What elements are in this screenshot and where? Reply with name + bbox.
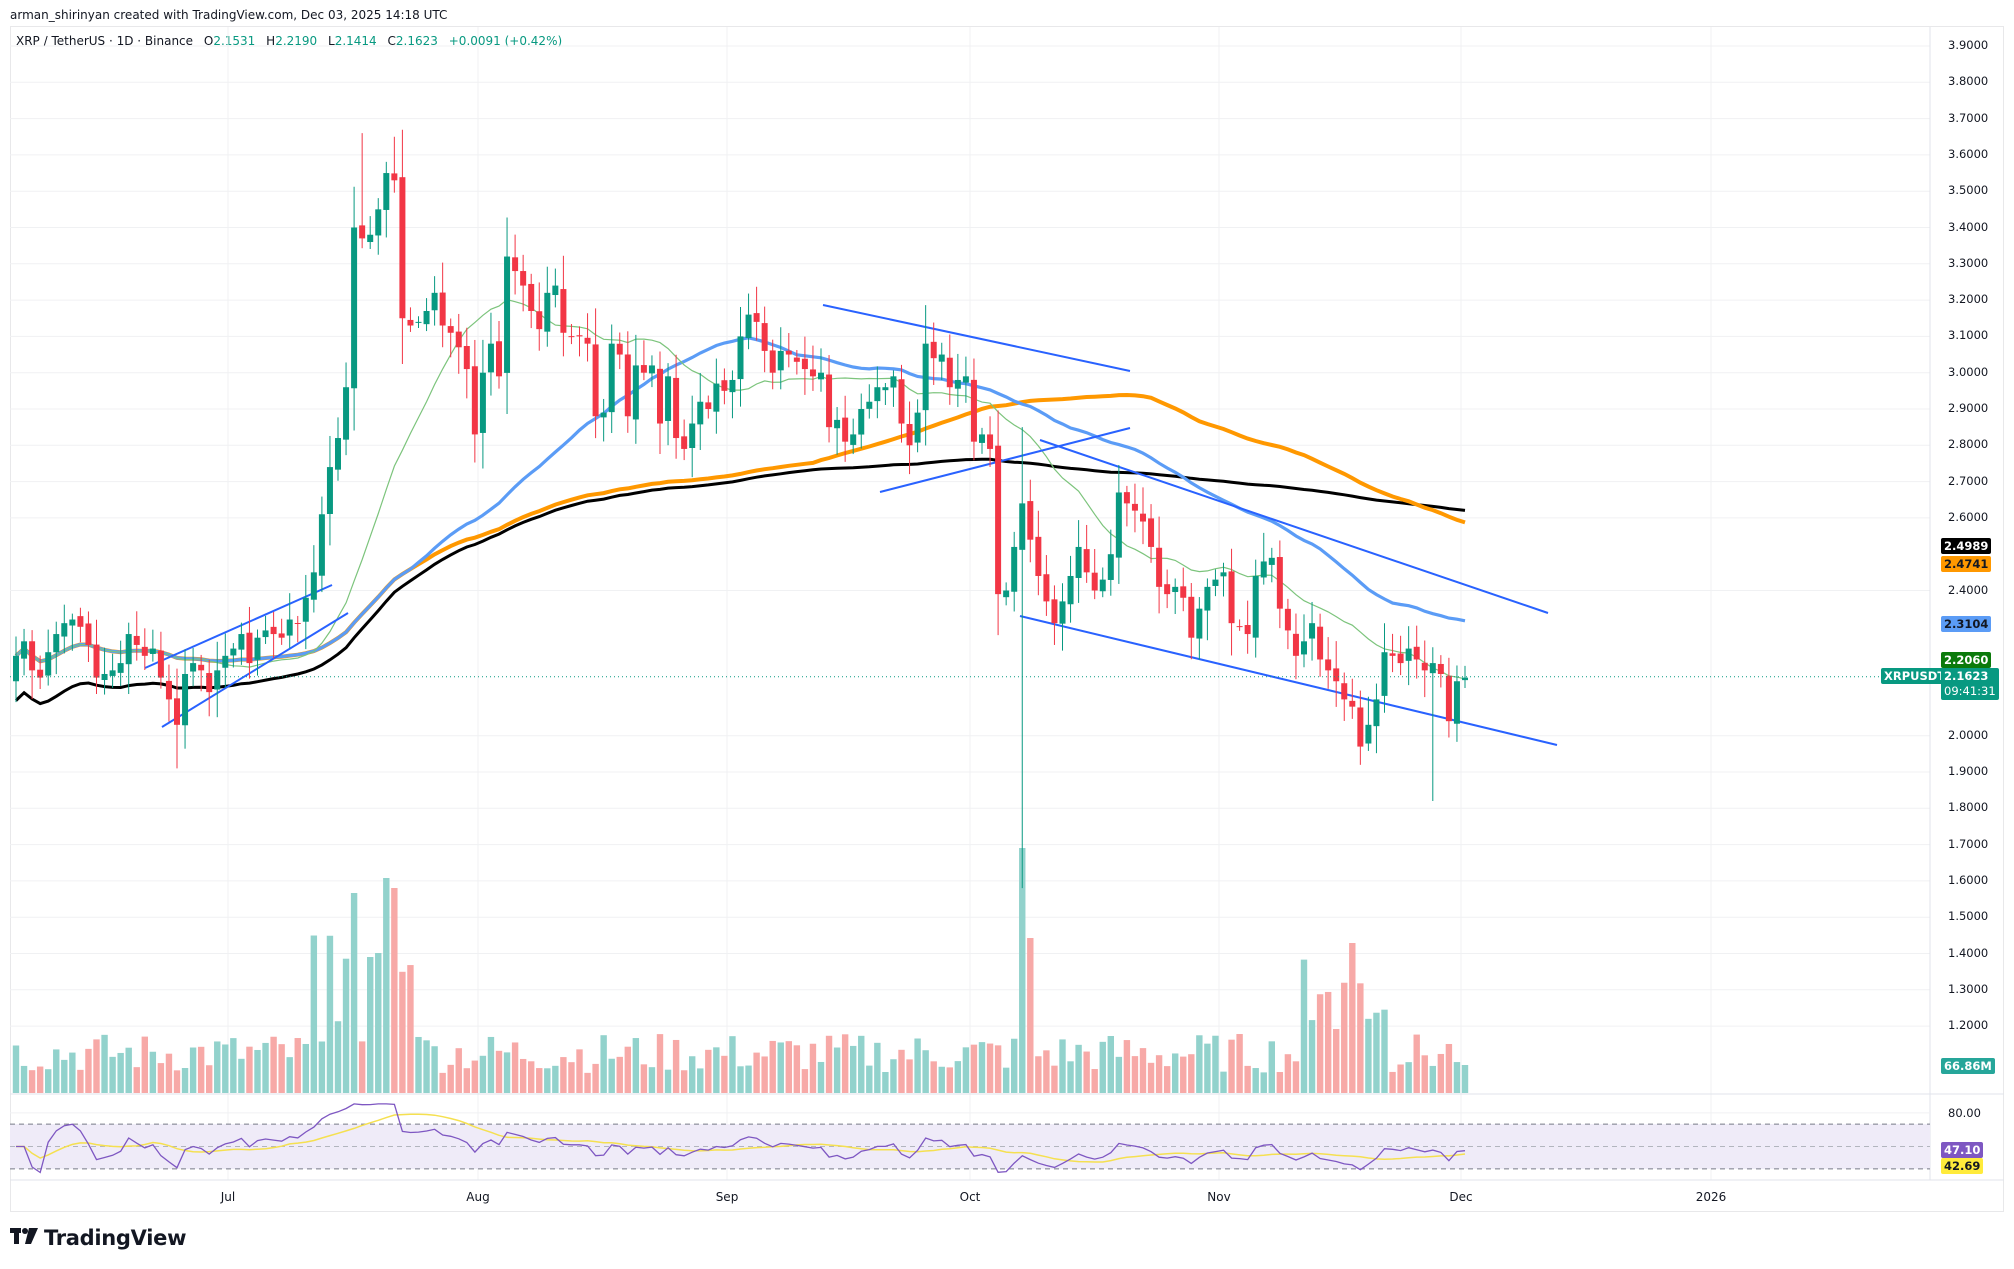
time-axis-label: Oct (959, 1190, 981, 1204)
ma100-price-tag: 2.4741 (1941, 556, 1992, 572)
rsi-value-tag: 47.10 (1941, 1142, 1984, 1158)
price-axis-tick: 1.6000 (1948, 872, 1989, 887)
ma100-value: 2.4741 (1944, 557, 1989, 571)
price-axis-tick: 2.4000 (1948, 582, 1989, 597)
symbol-tag-text: XRPUSDT (1884, 669, 1946, 683)
rsi-pane (10, 1103, 1930, 1174)
symbol-name[interactable]: XRP / TetherUS · 1D · Binance (16, 34, 194, 48)
bar-countdown: 09:41:31 (1944, 684, 1996, 698)
time-axis-label: Jul (220, 1190, 236, 1204)
price-axis-tick: 1.5000 (1948, 909, 1989, 924)
ma200-price-tag: 2.4989 (1941, 538, 1992, 554)
change-value: +0.0091 (+0.42%) (448, 34, 563, 48)
trendlines[interactable] (144, 304, 1558, 746)
open-value: 2.1531 (213, 34, 256, 48)
tradingview-logo[interactable]: TradingView (10, 1226, 186, 1250)
price-axis-tick: 3.7000 (1948, 110, 1989, 125)
price-axis-tick: 1.9000 (1948, 764, 1989, 778)
price-axis-tick: 3.9000 (1948, 38, 1989, 52)
ma20-price-tag: 2.2060 (1941, 652, 1992, 668)
price-axis-tick: 1.4000 (1948, 945, 1989, 960)
price-axis-tick: 3.3000 (1948, 255, 1989, 270)
tradingview-logo-text: TradingView (44, 1226, 187, 1250)
close-label: C (387, 34, 396, 48)
high-label: H (266, 34, 276, 48)
chart-frame (10, 26, 2004, 1212)
time-axis-label: Nov (1207, 1190, 1231, 1204)
time-axis-label: 2026 (1695, 1190, 1727, 1204)
time-axis-label: Sep (715, 1190, 739, 1204)
rsi-value: 47.10 (1944, 1143, 1981, 1157)
symbol-legend: XRP / TetherUS · 1D · Binance O2.1531 H2… (16, 34, 562, 48)
attribution-text: arman_shirinyan created with TradingView… (10, 8, 448, 22)
volume-tag: 66.86M (1941, 1058, 1995, 1074)
rsi-axis-tick-80: 80.00 (1948, 1106, 1981, 1120)
volume-bars (12, 848, 1469, 1093)
price-axis-tick: 1.2000 (1948, 1018, 1989, 1033)
volume-value: 66.86M (1944, 1059, 1992, 1073)
price-axis-tick: 3.2000 (1948, 292, 1989, 307)
grid-lines (10, 27, 2004, 1181)
price-axis-tick: 1.3000 (1948, 981, 1989, 996)
rsi-ma-value-tag: 42.69 (1941, 1158, 1984, 1174)
price-axis-tick: 3.4000 (1948, 219, 1989, 234)
ma20-value: 2.2060 (1944, 653, 1989, 667)
tradingview-logo-icon (10, 1226, 38, 1250)
price-axis-tick: 2.0000 (1948, 727, 1989, 742)
price-axis-tick: 2.9000 (1948, 401, 1989, 415)
last-price-tag: 2.1623 09:41:31 (1941, 668, 1999, 700)
ma200-value: 2.4989 (1944, 539, 1989, 553)
low-label: L (328, 34, 335, 48)
open-label: O (203, 34, 214, 48)
close-value: 2.1623 (395, 34, 438, 48)
price-axis-tick: 2.7000 (1948, 473, 1989, 488)
price-axis-tick: 2.6000 (1948, 509, 1989, 524)
low-value: 2.1414 (334, 34, 377, 48)
time-axis-label: Aug (466, 1190, 490, 1204)
price-axis-tick: 2.8000 (1948, 437, 1989, 452)
price-axis-tick: 3.5000 (1948, 183, 1989, 198)
price-axis-tick: 3.1000 (1948, 328, 1989, 343)
symbol-price-tag: XRPUSDT (1881, 668, 1949, 684)
rsi-ma-value: 42.69 (1944, 1159, 1981, 1173)
price-axis-tick: 3.6000 (1948, 146, 1989, 161)
price-axis-tick: 3.8000 (1948, 74, 1989, 89)
price-axis-tick: 3.0000 (1948, 364, 1989, 379)
candlesticks (13, 129, 1468, 889)
ma50-value: 2.3104 (1944, 617, 1989, 631)
ma50-price-tag: 2.3104 (1941, 616, 1992, 632)
last-price-value: 2.1623 (1944, 669, 1989, 683)
price-axis-tick: 1.8000 (1948, 800, 1989, 815)
high-value: 2.2190 (275, 34, 318, 48)
time-axis-label: Dec (1449, 1190, 1473, 1204)
price-axis-tick: 1.7000 (1948, 836, 1989, 851)
